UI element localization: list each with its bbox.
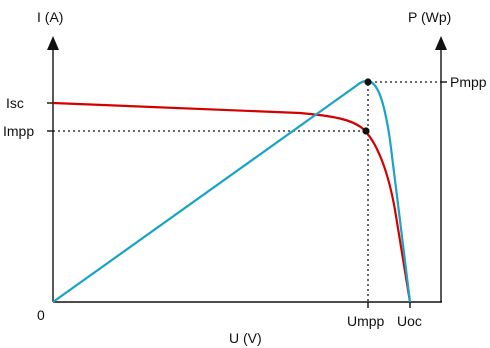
pmpp-label: Pmpp bbox=[450, 74, 487, 90]
right-axis-label: P (Wp) bbox=[408, 9, 451, 25]
isc-label: Isc bbox=[6, 95, 24, 111]
power-voltage-curve bbox=[52, 79, 412, 303]
umpp-label: Umpp bbox=[347, 313, 385, 329]
right-y-axis-arrow bbox=[435, 36, 447, 50]
origin-label: 0 bbox=[37, 307, 45, 323]
left-axis-label: I (A) bbox=[37, 9, 63, 25]
pmpp-point bbox=[364, 78, 372, 86]
impp-point bbox=[362, 127, 370, 135]
current-voltage-curve bbox=[52, 101, 412, 303]
left-y-axis-arrow bbox=[47, 36, 59, 50]
x-axis-label: U (V) bbox=[229, 330, 262, 346]
uoc-label: Uoc bbox=[397, 313, 422, 329]
impp-label: Impp bbox=[3, 123, 34, 139]
